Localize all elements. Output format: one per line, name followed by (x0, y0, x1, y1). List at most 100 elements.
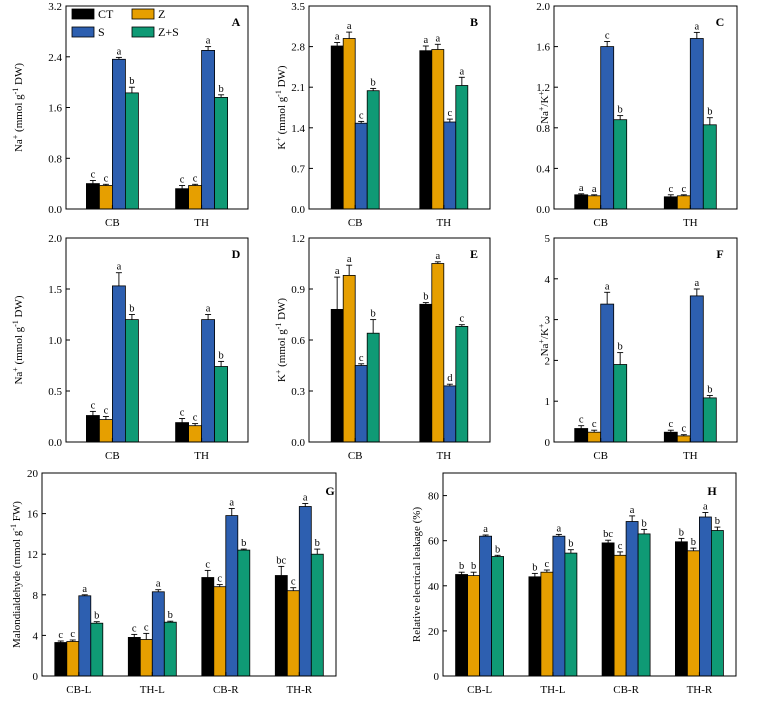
bar (201, 319, 216, 443)
significance-letter: a (347, 21, 352, 32)
bar (342, 274, 356, 443)
significance-letter: b (423, 292, 428, 303)
significance-letter: a (335, 32, 340, 43)
bar (431, 263, 445, 443)
bar (139, 639, 153, 677)
y-axis-label-part: -1 (9, 524, 18, 531)
bar (330, 308, 344, 443)
y-axis-label-part: Malondialdehyde (mmol g (11, 530, 23, 648)
x-tick-label: TH (194, 217, 209, 229)
y-axis-label: Na+/K+ (537, 91, 552, 124)
bar (600, 46, 615, 210)
bar (455, 85, 469, 210)
significance-letter: b (471, 561, 476, 572)
bar (613, 364, 628, 443)
significance-letter: a (206, 36, 211, 47)
legend-swatch (131, 8, 155, 20)
plot-frame (308, 5, 491, 210)
y-axis-label-part: DW) (276, 65, 288, 90)
y-tick-label: 1.6 (536, 42, 550, 54)
significance-letter: b (707, 385, 712, 396)
bar (587, 431, 602, 443)
x-tick-label: TH (194, 450, 209, 462)
bar (99, 419, 113, 443)
significance-letter: a (229, 498, 234, 509)
significance-letter: a (483, 524, 488, 535)
significance-letter: b (495, 544, 500, 555)
bar (663, 431, 678, 443)
y-axis-label-part: (mmol g (13, 326, 25, 367)
significance-letter: c (180, 408, 185, 419)
significance-letter: a (347, 254, 352, 265)
bar (455, 574, 469, 677)
bar (112, 58, 126, 210)
bar (528, 576, 542, 677)
bar (711, 530, 724, 677)
bar (201, 577, 215, 677)
y-tick-label: 0 (545, 437, 551, 449)
x-tick-label: TH-R (286, 684, 312, 696)
y-tick-label: 1.5 (48, 284, 62, 296)
y-tick-label: 1.4 (291, 123, 305, 135)
significance-letter: b (241, 538, 246, 549)
bar (676, 195, 691, 210)
significance-letter: a (436, 33, 441, 44)
bar (702, 124, 717, 210)
x-tick-label: TH (436, 217, 451, 229)
y-tick-label: 0 (33, 671, 39, 683)
significance-letter: c (104, 406, 109, 417)
y-tick-label: 2.0 (536, 1, 550, 13)
significance-letter: bc (603, 529, 613, 540)
significance-letter: c (70, 629, 75, 640)
significance-letter: c (668, 184, 673, 195)
y-axis-label-part: + (11, 367, 20, 372)
y-tick-label: 20 (428, 626, 440, 638)
significance-letter: c (144, 622, 149, 633)
bar (699, 516, 712, 677)
bar (274, 575, 288, 677)
bar (213, 586, 227, 677)
significance-letter: b (707, 107, 712, 118)
significance-letter: c (132, 623, 137, 634)
significance-letter: c (58, 630, 63, 641)
x-tick-label: CB (105, 450, 120, 462)
y-tick-label: 1.2 (536, 82, 550, 94)
bar (419, 303, 433, 443)
significance-letter: b (679, 527, 684, 538)
bar (310, 553, 324, 677)
significance-letter: c (217, 574, 222, 585)
significance-letter: c (193, 413, 198, 424)
y-tick-label: 2.8 (291, 42, 305, 54)
bar (601, 542, 615, 677)
significance-letter: b (94, 611, 99, 622)
significance-letter: b (618, 105, 623, 116)
significance-letter: c (592, 419, 597, 430)
y-axis-label-part: (mmol g (276, 329, 288, 370)
y-axis-label-part: -1 (274, 90, 283, 97)
significance-letter: c (668, 419, 673, 430)
bar (86, 415, 100, 443)
bar (455, 325, 469, 443)
x-tick-label: CB (593, 450, 608, 462)
significance-letter: a (303, 493, 308, 504)
significance-letter: a (579, 183, 584, 194)
significance-letter: a (694, 21, 699, 32)
significance-letter: b (218, 84, 223, 95)
x-tick-label: CB (593, 217, 608, 229)
bar (366, 90, 380, 210)
plot-frame (41, 472, 337, 677)
significance-letter: b (568, 539, 573, 550)
bar (188, 185, 203, 210)
significance-letter: b (691, 537, 696, 548)
bar (613, 119, 628, 210)
significance-letter: a (156, 579, 161, 590)
y-tick-label: 5 (545, 233, 551, 245)
significance-letter: c (205, 559, 210, 570)
bar (86, 183, 100, 210)
y-axis-label-part: DW) (276, 298, 288, 323)
x-tick-label: CB (348, 217, 363, 229)
